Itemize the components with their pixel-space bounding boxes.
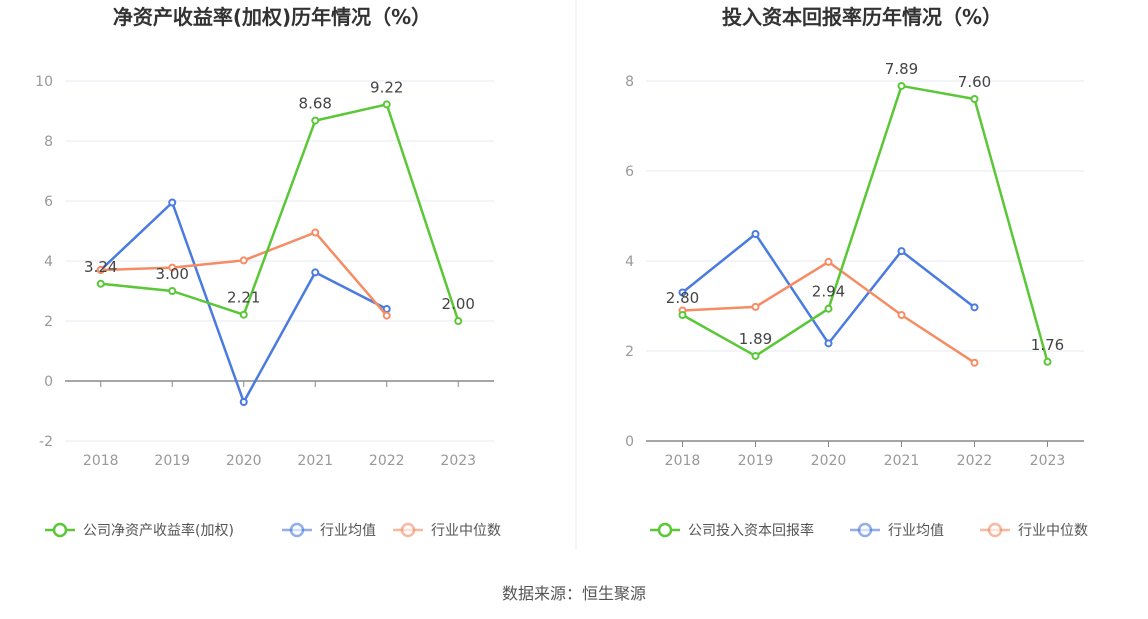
data-point-avg (751, 230, 760, 238)
legend-marker-icon (52, 522, 68, 538)
y-tick-label: 4 (44, 254, 53, 270)
y-tick-label: 4 (625, 254, 634, 270)
data-point-company (751, 351, 760, 360)
data-label: 2.21 (227, 289, 260, 307)
chart-title: 净资产收益率(加权)历年情况（%） (113, 5, 431, 29)
data-point-company (96, 279, 105, 288)
x-tick-label: 2022 (957, 453, 993, 469)
legend-label: 公司净资产收益率(加权) (83, 522, 234, 539)
y-tick-label: 6 (44, 194, 53, 210)
data-point-median (382, 311, 391, 320)
x-tick-label: 2018 (665, 453, 701, 469)
data-label: 7.60 (958, 73, 991, 91)
data-point-avg (970, 303, 979, 312)
chart-1: 净资产收益率(加权)历年情况（%） -2 0 2 4 6 8 10 2018 2019 2020 20… (35, 5, 501, 539)
data-label: 3.00 (156, 265, 189, 283)
data-point-company (168, 287, 177, 295)
data-point-avg (168, 198, 177, 207)
legend-marker-icon (857, 522, 873, 538)
x-tick-label: 2023 (440, 453, 476, 469)
data-point-median (970, 358, 979, 367)
legend-label: 公司投入资本回报率 (688, 522, 814, 539)
data-label: 9.22 (370, 78, 403, 96)
series-line-company (100, 103, 460, 322)
data-label: 2.94 (812, 283, 845, 301)
data-point-median (168, 263, 177, 272)
data-label: 1.89 (739, 330, 772, 348)
data-point-avg (382, 305, 391, 313)
legend-marker-icon (657, 522, 673, 538)
data-label: 2.00 (442, 295, 475, 313)
y-tick-label: 10 (35, 74, 53, 90)
data-label: 8.68 (299, 95, 332, 113)
data-point-company (239, 310, 248, 319)
y-tick-label: 2 (44, 314, 53, 330)
data-point-company (1043, 357, 1052, 366)
y-tick-label: 0 (625, 434, 634, 450)
data-point-median (239, 256, 248, 265)
data-point-avg (897, 247, 906, 256)
legend-label: 行业中位数 (1018, 523, 1088, 539)
legend-item-company: 公司净资产收益率(加权) (45, 522, 234, 539)
y-tick-label: 8 (44, 134, 53, 150)
y-tick-label: 2 (625, 344, 634, 360)
x-tick-label: 2018 (83, 453, 119, 469)
legend-label: 行业均值 (320, 523, 376, 539)
data-label: 3.24 (84, 258, 117, 276)
chart-2: 投入资本回报率历年情况（%） 0 2 4 6 8 2018 2019 2020 2021 2022 2… (625, 5, 1088, 539)
data-point-median (824, 257, 833, 266)
data-point-company (311, 116, 320, 125)
data-point-median (96, 266, 105, 274)
legend-item-company: 公司投入资本回报率 (650, 522, 814, 539)
legend-item-avg: 行业均值 (850, 522, 944, 539)
data-point-median (751, 302, 760, 311)
legend-item-median: 行业中位数 (393, 522, 501, 539)
x-tick-label: 2021 (297, 453, 333, 469)
data-point-avg (239, 398, 248, 406)
data-point-avg (678, 288, 687, 297)
data-point-company (678, 311, 687, 319)
data-point-company (824, 304, 833, 313)
x-tick-label: 2019 (154, 453, 190, 469)
x-tick-label: 2023 (1030, 453, 1066, 469)
y-tick-label: -2 (39, 434, 53, 450)
x-tick-label: 2020 (226, 453, 262, 469)
data-label: 1.76 (1031, 336, 1064, 354)
data-source: 数据来源：恒生聚源 (501, 584, 646, 603)
legend-marker-icon (987, 522, 1003, 538)
data-point-company (897, 81, 906, 90)
data-label: 7.89 (885, 60, 918, 78)
x-tick-label: 2021 (884, 453, 920, 469)
data-point-avg (311, 268, 320, 277)
data-point-median (897, 311, 906, 319)
legend-marker-icon (289, 522, 305, 538)
data-point-median (311, 228, 320, 237)
legend-label: 行业中位数 (431, 523, 501, 539)
data-point-company (454, 317, 463, 325)
data-point-company (382, 100, 391, 109)
x-tick-label: 2020 (811, 453, 847, 469)
y-tick-label: 0 (44, 374, 53, 390)
chart-title: 投入资本回报率历年情况（%） (722, 5, 1002, 29)
data-point-avg (824, 339, 833, 348)
series-line-company (681, 84, 1049, 363)
data-point-company (970, 95, 979, 103)
y-tick-label: 6 (625, 164, 634, 180)
x-tick-label: 2022 (369, 453, 405, 469)
legend-marker-icon (400, 522, 416, 538)
legend-label: 行业均值 (888, 523, 944, 539)
x-tick-label: 2019 (738, 453, 774, 469)
y-tick-label: 8 (625, 74, 634, 90)
data-label: 2.80 (666, 289, 699, 307)
legend-item-median: 行业中位数 (980, 522, 1088, 539)
legend-item-avg: 行业均值 (282, 522, 376, 539)
